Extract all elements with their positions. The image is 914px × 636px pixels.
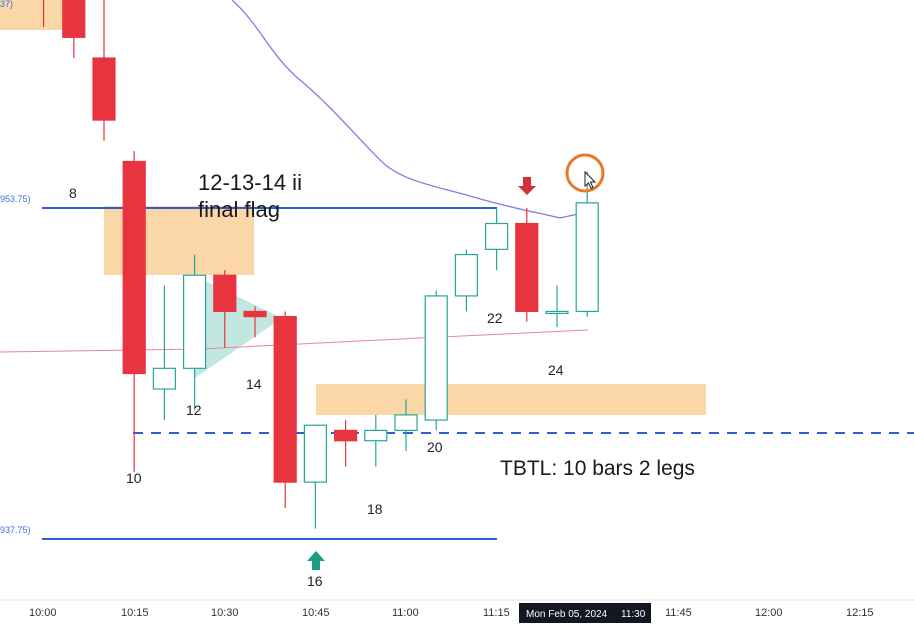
- candle-bar-22: [515, 208, 539, 322]
- candle-bar-16: [334, 420, 358, 467]
- candle-body-13: [243, 310, 267, 318]
- candle-body-20: [454, 253, 478, 297]
- candle-bar-13: [243, 306, 267, 338]
- time-label-1000: 10:00: [29, 607, 57, 619]
- annotation-pattern-line2: final flag: [198, 197, 280, 222]
- candle-body-24: [575, 202, 599, 313]
- candle-bar-21: [485, 208, 509, 271]
- price-tag-lower: 937.75): [0, 525, 31, 535]
- candle-bar-24: [575, 171, 599, 317]
- candle-body-9: [122, 160, 146, 375]
- time-label-1015: 10:15: [121, 607, 149, 619]
- candle-bar-19: [424, 290, 448, 431]
- highlight-circle-icon: [565, 153, 605, 193]
- annotation-tbtl: TBTL: 10 bars 2 legs: [500, 457, 695, 480]
- candle-body-14: [273, 316, 297, 483]
- bar-number-10: 10: [126, 470, 142, 486]
- candle-body-10: [152, 367, 176, 390]
- candle-body-15: [303, 424, 327, 483]
- time-label-1030: 10:30: [211, 607, 239, 619]
- crosshair-time-label: Mon Feb 05, 2024 11:30: [519, 603, 651, 623]
- candle-body-8: [92, 57, 116, 121]
- candle-body-18: [394, 414, 418, 431]
- candle-bar-9: [122, 151, 146, 472]
- bar-number-16: 16: [307, 573, 323, 589]
- arrow-up-icon: [307, 551, 325, 570]
- bar-number-20: 20: [427, 439, 443, 455]
- arrow-down-icon: [518, 177, 536, 195]
- candle-bar-20: [454, 249, 478, 312]
- price-tag-top: 37): [0, 0, 13, 9]
- bar-number-24: 24: [548, 362, 564, 378]
- candle-body-19: [424, 295, 448, 421]
- supply-zone-top-left: [0, 0, 72, 30]
- candle-bar-15: [303, 424, 327, 529]
- candle-body-7: [62, 0, 86, 38]
- candle-body-11: [183, 274, 207, 369]
- time-axis[interactable]: 10:00 10:15 10:30 10:45 11:00 11:15 11:4…: [29, 603, 874, 623]
- bar-number-22: 22: [487, 310, 503, 326]
- candle-bar-12: [213, 270, 237, 348]
- time-label-1215: 12:15: [846, 607, 874, 619]
- time-label-1100: 11:00: [392, 607, 419, 619]
- candle-body-21: [485, 222, 509, 250]
- demand-zone: [316, 384, 706, 415]
- time-label-1145: 11:45: [665, 607, 692, 619]
- moving-average-line: [231, 0, 579, 219]
- candle-bar-23: [545, 285, 569, 327]
- candle-body-22: [515, 222, 539, 313]
- annotation-pattern-line1: 12-13-14 ii: [198, 170, 302, 195]
- time-label-1115: 11:15: [483, 607, 510, 619]
- candle-bar-18: [394, 399, 418, 452]
- candle-bar-7: [62, 0, 86, 59]
- crosshair-date: Mon Feb 05, 2024: [526, 609, 608, 620]
- candle-body-23: [545, 310, 569, 315]
- bar-number-12: 12: [186, 402, 202, 418]
- candles-group: [42, 0, 599, 529]
- candle-bar-14: [273, 311, 297, 508]
- price-tag-upper: 953.75): [0, 194, 31, 204]
- candle-bar-11: [183, 254, 207, 410]
- time-label-1045: 10:45: [302, 607, 330, 619]
- candle-bar-8: [92, 0, 116, 141]
- bar-number-14: 14: [246, 376, 262, 392]
- mouse-cursor-icon: [584, 170, 597, 190]
- candle-body-17: [364, 429, 388, 442]
- plot-area[interactable]: [0, 0, 914, 600]
- candle-body-16: [334, 429, 358, 442]
- candle-bar-17: [364, 414, 388, 467]
- candle-body-12: [213, 274, 237, 313]
- moving-average-slow-line: [0, 329, 589, 353]
- bar-number-18: 18: [367, 501, 383, 517]
- time-label-1200: 12:00: [755, 607, 783, 619]
- bar-number-8: 8: [69, 185, 77, 201]
- crosshair-time: 11:30: [621, 609, 646, 620]
- candle-bar-10: [152, 285, 176, 421]
